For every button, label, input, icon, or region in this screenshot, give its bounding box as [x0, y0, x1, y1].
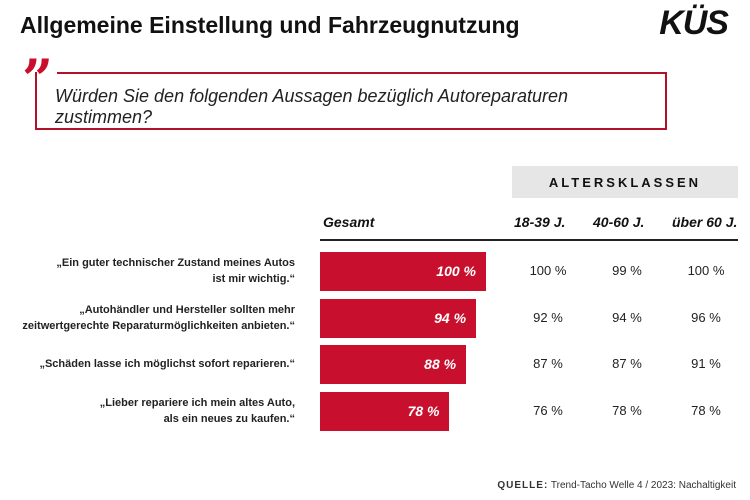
- row-label-4: „Lieber repariere ich mein altes Auto, al…: [100, 395, 295, 427]
- page-title: Allgemeine Einstellung und Fahrzeugnutzu…: [20, 12, 520, 38]
- question-box: Würden Sie den folgenden Aussagen bezügl…: [35, 72, 667, 130]
- source-label: QUELLE:: [497, 480, 549, 491]
- bar-value-label: 94 %: [434, 309, 467, 326]
- age-value-cell: 87 %: [533, 356, 563, 371]
- column-header-age-1: 18-39 J.: [514, 214, 566, 230]
- age-value-cell: 78 %: [691, 403, 721, 418]
- age-value-cell: 78 %: [612, 403, 642, 418]
- question-text: Würden Sie den folgenden Aussagen bezügl…: [55, 86, 569, 127]
- row-label-2: „Autohändler und Hersteller sollten mehr…: [22, 302, 295, 334]
- row-label-line: ist mir wichtig.“: [212, 273, 295, 285]
- bar-total-3: [320, 344, 467, 384]
- row-label-1: „Ein guter technischer Zustand meines Au…: [56, 255, 295, 287]
- source-text: Trend-Tacho Welle 4 / 2023: Nachaltigkei…: [550, 480, 736, 491]
- row-label-3: „Schäden lasse ich möglichst sofort repa…: [39, 356, 295, 372]
- column-header-age-2: 40-60 J.: [593, 214, 645, 230]
- row-label-line: „Schäden lasse ich möglichst sofort repa…: [39, 358, 295, 370]
- age-group-header: ALTERSKLASSEN: [512, 166, 738, 198]
- bar-total-2: [320, 298, 477, 338]
- age-value-cell: 87 %: [612, 356, 642, 371]
- age-value-cell: 92 %: [533, 310, 563, 325]
- kues-logo: KÜS: [659, 4, 729, 42]
- age-value-cell: 91 %: [691, 356, 721, 371]
- age-value-cell: 100 %: [687, 263, 725, 278]
- bar-total-4: [320, 391, 450, 431]
- row-label-line: „Lieber repariere ich mein altes Auto,: [99, 397, 295, 409]
- column-header-gesamt: Gesamt: [323, 214, 375, 230]
- age-value-cell: 99 %: [612, 263, 642, 278]
- quote-mark-icon: ”: [22, 47, 54, 111]
- source-note: QUELLE: Trend-Tacho Welle 4 / 2023: Nach…: [497, 480, 736, 491]
- row-label-line: zeitwertgerechte Reparaturmöglichkeiten …: [22, 320, 295, 332]
- bar-value-label: 88 %: [424, 355, 457, 372]
- column-header-age-3: über 60 J.: [672, 214, 738, 230]
- age-value-cell: 100 %: [529, 263, 567, 278]
- bar-total-1: [320, 251, 486, 291]
- age-value-cell: 94 %: [612, 310, 642, 325]
- bar-value-label: 78 %: [407, 402, 440, 419]
- age-value-cell: 76 %: [533, 403, 563, 418]
- header-rule: [320, 239, 738, 241]
- row-label-line: als ein neues zu kaufen.“: [163, 413, 295, 425]
- question-box-top-border: [57, 72, 667, 74]
- bar-value-label: 100 %: [436, 262, 476, 279]
- row-label-line: „Autohändler und Hersteller sollten mehr: [79, 304, 295, 316]
- row-label-line: „Ein guter technischer Zustand meines Au…: [56, 257, 295, 269]
- age-value-cell: 96 %: [691, 310, 721, 325]
